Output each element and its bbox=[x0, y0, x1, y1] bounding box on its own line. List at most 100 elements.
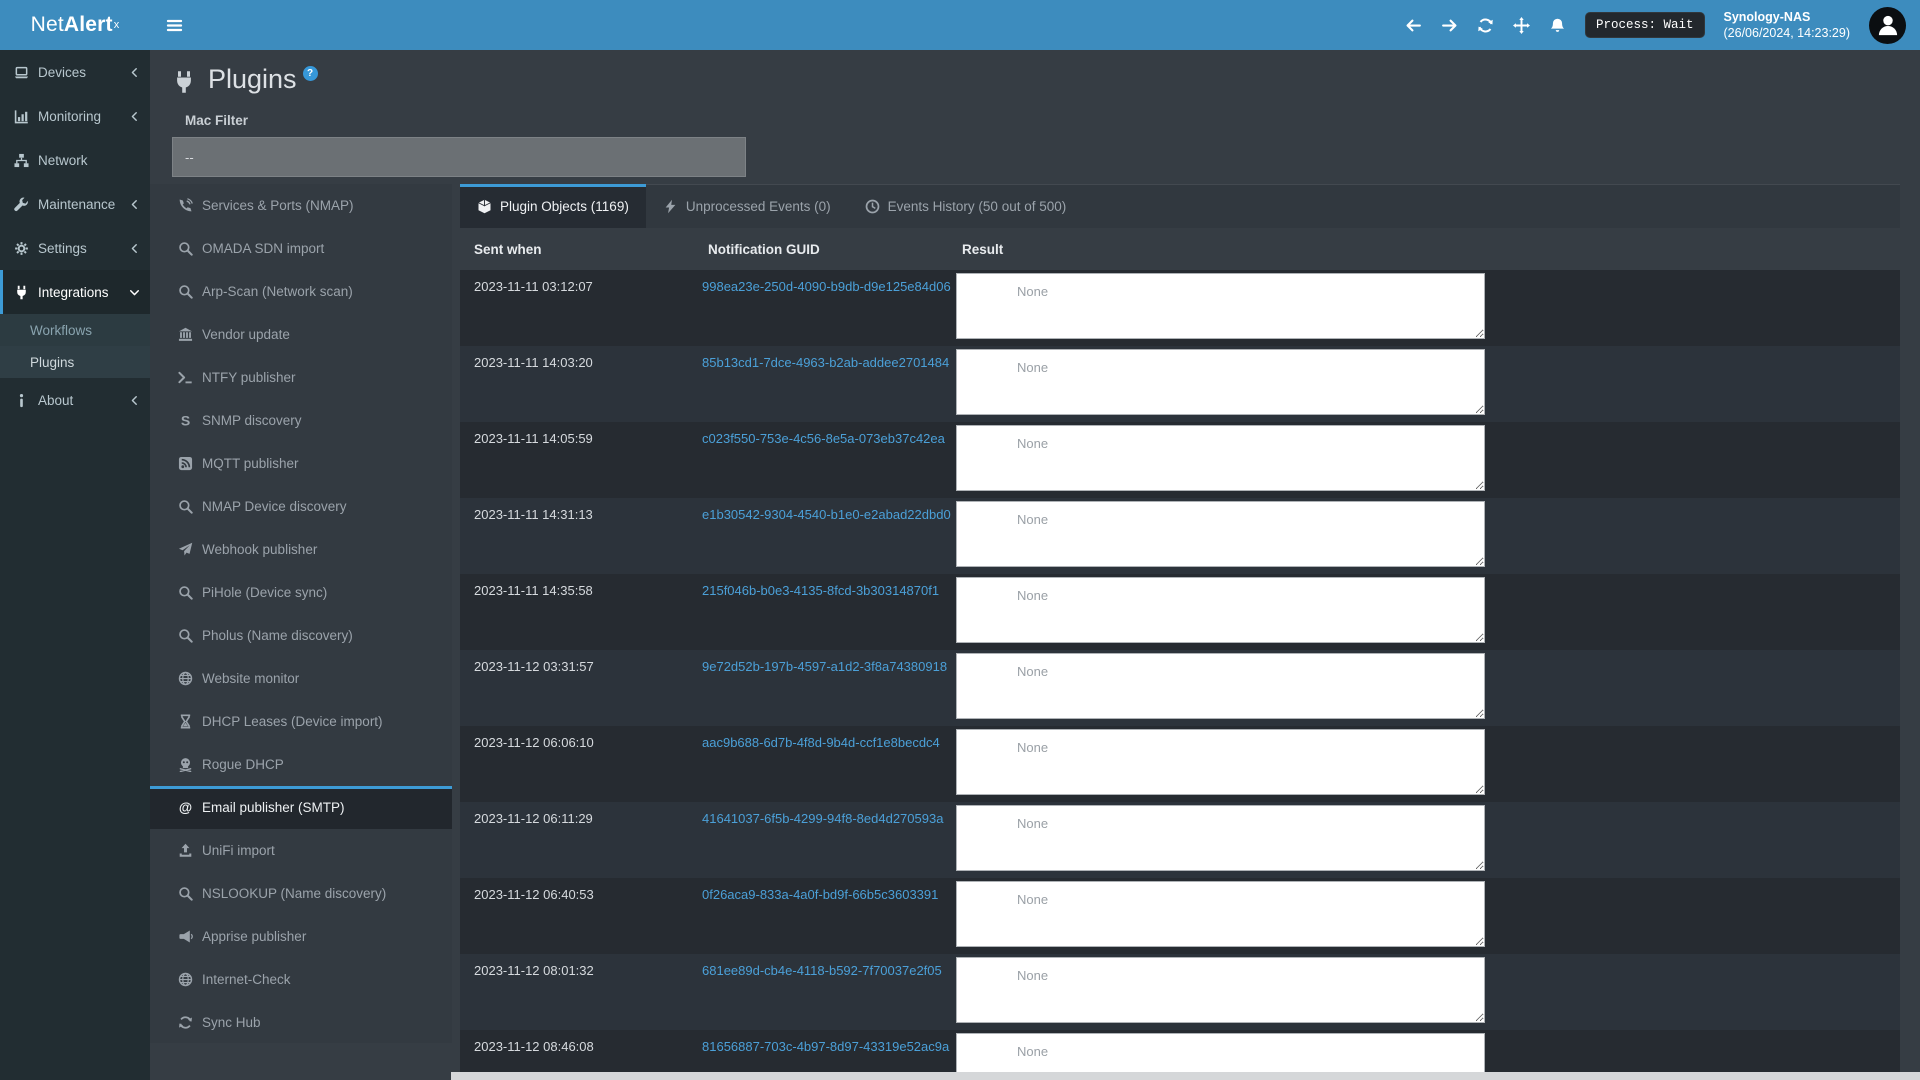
cube-icon bbox=[477, 199, 492, 214]
guid-cell: aac9b688-6d7b-4f8d-9b4d-ccf1e8becdc4 bbox=[702, 726, 956, 802]
sidebar-item-maintenance[interactable]: Maintenance bbox=[0, 182, 150, 226]
plug-icon bbox=[172, 70, 196, 94]
plugin-item-unifi-import[interactable]: UniFi import bbox=[150, 829, 452, 872]
nav-refresh-button[interactable] bbox=[1477, 17, 1494, 34]
result-textarea[interactable] bbox=[956, 729, 1485, 795]
avatar[interactable] bbox=[1869, 6, 1906, 44]
plugin-item-snmp-discovery[interactable]: SNMP discovery bbox=[150, 399, 452, 442]
result-textarea[interactable] bbox=[956, 349, 1485, 415]
plugin-item-services-ports-nmap[interactable]: Services & Ports (NMAP) bbox=[150, 184, 452, 227]
plugin-item-dhcp-leases-device-import[interactable]: DHCP Leases (Device import) bbox=[150, 700, 452, 743]
plugin-item-arp-scan-network-scan[interactable]: Arp-Scan (Network scan) bbox=[150, 270, 452, 313]
notification-guid-link[interactable]: 85b13cd1-7dce-4963-b2ab-addee2701484 bbox=[702, 355, 950, 370]
sidebar-item-label: Network bbox=[38, 152, 88, 168]
plugin-item-label: OMADA SDN import bbox=[202, 241, 325, 256]
notification-guid-link[interactable]: 998ea23e-250d-4090-b9db-d9e125e84d06 bbox=[702, 279, 951, 294]
search-icon bbox=[178, 241, 193, 256]
sidebar-item-integrations[interactable]: Integrations bbox=[0, 270, 150, 314]
chevron-down-icon bbox=[129, 287, 140, 298]
nav-notifications-button[interactable] bbox=[1549, 17, 1566, 34]
result-textarea[interactable] bbox=[956, 805, 1485, 871]
plugin-item-nslookup-name-discovery[interactable]: NSLOOKUP (Name discovery) bbox=[150, 872, 452, 915]
sync-icon bbox=[1477, 17, 1494, 34]
notification-guid-link[interactable]: 41641037-6f5b-4299-94f8-8ed4d270593a bbox=[702, 811, 944, 826]
plugin-item-omada-sdn-import[interactable]: OMADA SDN import bbox=[150, 227, 452, 270]
result-textarea[interactable] bbox=[956, 501, 1485, 567]
plugin-item-email-publisher-smtp[interactable]: Email publisher (SMTP) bbox=[150, 786, 452, 829]
sidebar-item-settings[interactable]: Settings bbox=[0, 226, 150, 270]
result-textarea[interactable] bbox=[956, 653, 1485, 719]
tab-plugin-objects[interactable]: Plugin Objects (1169) bbox=[460, 184, 646, 228]
result-textarea[interactable] bbox=[956, 881, 1485, 947]
tab-unprocessed-events[interactable]: Unprocessed Events (0) bbox=[646, 184, 848, 228]
plugin-item-website-monitor[interactable]: Website monitor bbox=[150, 657, 452, 700]
sidebar-item-about[interactable]: About bbox=[0, 378, 150, 422]
plugin-item-vendor-update[interactable]: Vendor update bbox=[150, 313, 452, 356]
tab-events-history[interactable]: Events History (50 out of 500) bbox=[848, 184, 1084, 228]
sidebar-item-plugins[interactable]: Plugins bbox=[0, 346, 150, 378]
notification-guid-link[interactable]: c023f550-753e-4c56-8e5a-073eb37c42ea bbox=[702, 431, 945, 446]
globe-icon bbox=[178, 671, 193, 686]
sent-when-cell: 2023-11-12 06:06:10 bbox=[474, 735, 594, 750]
result-textarea[interactable] bbox=[956, 957, 1485, 1023]
plugin-item-label: Webhook publisher bbox=[202, 542, 318, 557]
host-datetime: (26/06/2024, 14:23:29) bbox=[1723, 26, 1851, 40]
plugin-item-label: Email publisher (SMTP) bbox=[202, 800, 345, 815]
clock-icon bbox=[865, 199, 880, 214]
plugin-item-pihole-device-sync[interactable]: PiHole (Device sync) bbox=[150, 571, 452, 614]
notification-guid-link[interactable]: 681ee89d-cb4e-4118-b592-7f70037e2f05 bbox=[702, 963, 942, 978]
table-row: 2023-11-12 03:31:57 9e72d52b-197b-4597-a1… bbox=[460, 650, 1900, 726]
notification-guid-link[interactable]: 215f046b-b0e3-4135-8fcd-3b30314870f1 bbox=[702, 583, 940, 598]
result-cell bbox=[956, 574, 1900, 650]
sidebar-item-devices[interactable]: Devices bbox=[0, 50, 150, 94]
main-sidebar: Devices Monitoring Network Maintenance Setti… bbox=[0, 50, 150, 1080]
result-textarea[interactable] bbox=[956, 577, 1485, 643]
result-cell bbox=[956, 726, 1900, 802]
nav-fullscreen-button[interactable] bbox=[1513, 17, 1530, 34]
plugin-item-webhook-publisher[interactable]: Webhook publisher bbox=[150, 528, 452, 571]
result-textarea[interactable] bbox=[956, 273, 1485, 339]
notification-guid-link[interactable]: 81656887-703c-4b97-8d97-43319e52ac9a bbox=[702, 1039, 950, 1054]
notification-guid-link[interactable]: 0f26aca9-833a-4a0f-bd9f-66b5c3603391 bbox=[702, 887, 939, 902]
mac-filter-input[interactable] bbox=[172, 137, 746, 177]
column-header-notification-guid: Notification GUID bbox=[708, 241, 820, 257]
page-header: Plugins ? bbox=[150, 50, 1920, 95]
notification-guid-link[interactable]: 9e72d52b-197b-4597-a1d2-3f8a74380918 bbox=[702, 659, 948, 674]
nav-forward-button[interactable] bbox=[1441, 17, 1458, 34]
sent-when-cell: 2023-11-11 14:03:20 bbox=[474, 355, 593, 370]
plugin-item-nmap-device-discovery[interactable]: NMAP Device discovery bbox=[150, 485, 452, 528]
plugin-item-internet-check[interactable]: Internet-Check bbox=[150, 958, 452, 1001]
chevron-left-icon bbox=[129, 67, 140, 78]
plugin-item-mqtt-publisher[interactable]: MQTT publisher bbox=[150, 442, 452, 485]
paper-plane-icon bbox=[178, 542, 193, 557]
user-icon bbox=[1875, 12, 1901, 38]
sent-when-cell: 2023-11-11 14:35:58 bbox=[474, 583, 593, 598]
stripe-s-icon bbox=[178, 413, 193, 428]
help-badge[interactable]: ? bbox=[302, 66, 318, 81]
column-header-result: Result bbox=[962, 241, 1004, 257]
top-navbar: Net Alert x Process: Wait Synology-NAS (26… bbox=[0, 0, 1920, 50]
search-icon bbox=[178, 585, 193, 600]
notification-guid-link[interactable]: aac9b688-6d7b-4f8d-9b4d-ccf1e8becdc4 bbox=[702, 735, 940, 750]
sidebar-item-network[interactable]: Network bbox=[0, 138, 150, 182]
sent-when-cell: 2023-11-12 06:40:53 bbox=[474, 887, 594, 902]
search-icon bbox=[178, 284, 193, 299]
plugin-item-rogue-dhcp[interactable]: Rogue DHCP bbox=[150, 743, 452, 786]
notification-guid-link[interactable]: e1b30542-9304-4540-b1e0-e2abad22dbd0 bbox=[702, 507, 951, 522]
sidebar-item-workflows[interactable]: Workflows bbox=[0, 314, 150, 346]
search-icon bbox=[178, 499, 193, 514]
result-textarea[interactable] bbox=[956, 425, 1485, 491]
plugin-item-ntfy-publisher[interactable]: NTFY publisher bbox=[150, 356, 452, 399]
app-logo[interactable]: Net Alert x bbox=[0, 0, 150, 50]
nav-back-button[interactable] bbox=[1405, 17, 1422, 34]
sidebar-toggle-button[interactable] bbox=[150, 0, 198, 50]
sidebar-item-monitoring[interactable]: Monitoring bbox=[0, 94, 150, 138]
content-area: Plugins ? Mac Filter Services & Ports (N… bbox=[150, 50, 1920, 1080]
plugin-item-label: NMAP Device discovery bbox=[202, 499, 347, 514]
plugin-item-label: UniFi import bbox=[202, 843, 275, 858]
plugin-item-apprise-publisher[interactable]: Apprise publisher bbox=[150, 915, 452, 958]
chart-icon bbox=[14, 109, 29, 124]
plugin-item-sync-hub[interactable]: Sync Hub bbox=[150, 1001, 452, 1044]
bank-icon bbox=[178, 327, 193, 342]
plugin-item-pholus-name-discovery[interactable]: Pholus (Name discovery) bbox=[150, 614, 452, 657]
